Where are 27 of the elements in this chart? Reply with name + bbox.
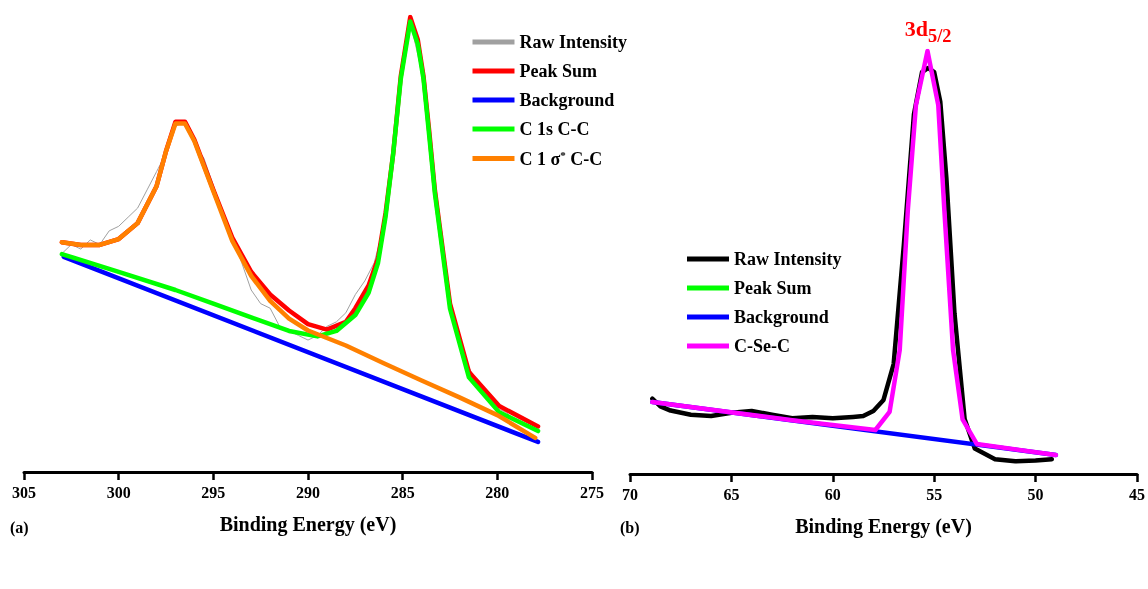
x-tick-label: 295 [201,483,226,501]
annotation: 3d$_{5/2}$ [904,16,952,46]
x-tick-label: 280 [485,483,510,501]
x-tick-label: 285 [390,483,415,501]
legend-label: C 1s C-C [519,119,590,139]
x-tick-label: 60 [824,485,841,503]
x-tick-label: 70 [622,485,638,503]
x-tick-label: 50 [1027,485,1044,503]
text: (a) [10,519,29,536]
legend-label: Background [519,90,615,110]
legend-label: Peak Sum [519,61,598,81]
legend-label: Raw Intensity [734,249,842,269]
x-axis-title: Binding Energy (eV) [219,513,397,536]
legend-label: C-Se-C [734,336,790,356]
x-tick-label: 65 [723,485,740,503]
legend-label: Raw Intensity [519,32,628,52]
text: (b) [620,519,640,536]
legend-label: C 1 σ* C-C [519,148,603,169]
x-tick-label: 305 [12,483,36,501]
legend-label: Background [734,307,829,327]
x-tick-label: 300 [106,483,131,501]
x-tick-label: 275 [580,483,604,501]
legend-label: Peak Sum [734,278,812,298]
x-tick-label: 55 [926,485,943,503]
x-tick-label: 290 [296,483,320,501]
x-axis-title: Binding Energy (eV) [795,515,972,538]
x-tick-label: 45 [1129,485,1145,503]
